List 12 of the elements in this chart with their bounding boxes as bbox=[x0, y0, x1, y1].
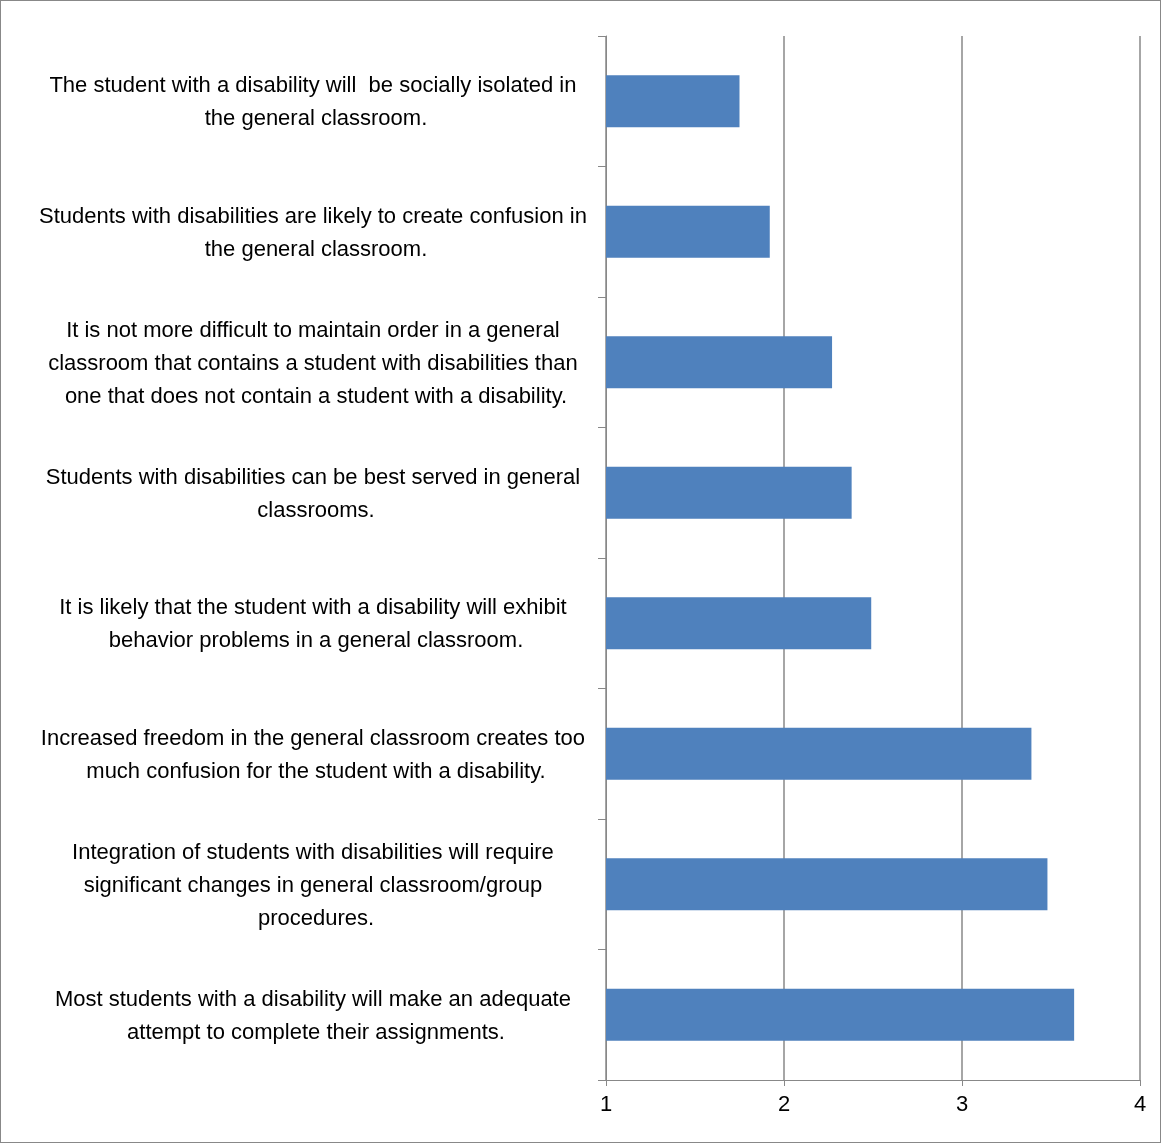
x-tick-label: 1 bbox=[599, 1090, 613, 1116]
y-tick-label: It is not more difficult to maintain order in a general classroom that contains a student with disabilities than one that does not contain a student with a disability. bbox=[48, 316, 584, 408]
x-tick-label: 2 bbox=[777, 1090, 791, 1116]
y-tick-label: Increased freedom in the general classroom creates too much confusion for the student with a disability. bbox=[40, 724, 592, 783]
y-tick-label: It is likely that the student with a disability will exhibit behavior problems in a general classroom. bbox=[59, 594, 573, 653]
y-tick-label: Integration of students with disabilities will require significant changes in general classroom/group procedures. bbox=[72, 838, 560, 930]
y-tick-label: Most students with a disability will make an adequate attempt to complete their assignments. bbox=[54, 985, 578, 1044]
x-tick-label: 4 bbox=[1133, 1090, 1147, 1116]
y-tick-label: Students with disabilities can be best served in general classrooms. bbox=[45, 463, 587, 522]
y-tick-label: The student with a disability will be socially isolated in the general classroom. bbox=[49, 72, 583, 131]
y-tick-label: Students with disabilities are likely to create confusion in the general classroom. bbox=[39, 202, 593, 261]
x-tick-label: 3 bbox=[955, 1090, 969, 1116]
